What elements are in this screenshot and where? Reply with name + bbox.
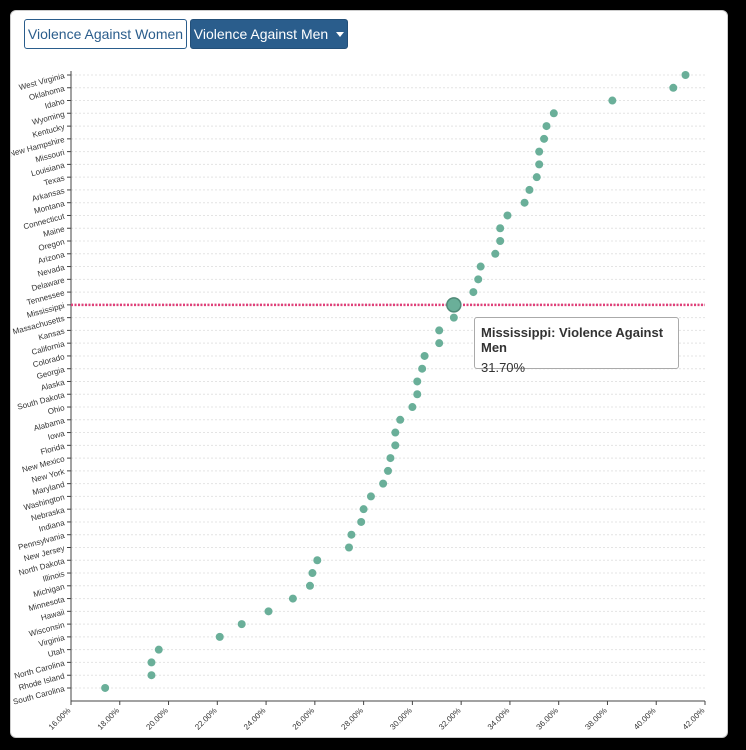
x-tick-label: 38.00% (583, 706, 609, 732)
point-georgia (418, 364, 427, 373)
violence-against-men-label: Violence Against Men (193, 26, 329, 42)
point-nebraska (359, 505, 368, 514)
point-missouri (535, 147, 544, 156)
point-new-mexico (386, 454, 395, 463)
x-tick-label: 30.00% (388, 706, 414, 732)
y-tick-label-utah: Utah (47, 646, 66, 659)
tooltip-value: 31.70% (481, 360, 526, 375)
y-tick-label-texas: Texas (43, 173, 66, 187)
point-alaska (413, 377, 422, 386)
caret-down-icon (336, 31, 345, 37)
x-tick-label: 36.00% (535, 706, 561, 732)
point-ohio (408, 403, 417, 412)
point-illinois (308, 569, 317, 578)
point-connecticut (503, 211, 512, 220)
point-indiana (357, 517, 366, 526)
x-tick-label: 34.00% (486, 706, 512, 732)
point-louisiana (535, 160, 544, 169)
point-south-dakota (413, 390, 422, 399)
point-oregon (496, 237, 505, 246)
chart-panel: Violence Against Women Violence Against … (10, 10, 728, 738)
point-wisconsin (237, 620, 246, 629)
violence-against-men-dropdown-button[interactable]: Violence Against Men (190, 19, 348, 49)
violence-against-women-button[interactable]: Violence Against Women (24, 19, 187, 49)
point-massachusetts (449, 313, 458, 322)
point-new-jersey (344, 543, 353, 552)
x-tick-label: 32.00% (437, 706, 463, 732)
point-mississippi (446, 297, 462, 313)
point-new-york (384, 466, 392, 475)
x-tick-label: 18.00% (96, 706, 122, 732)
point-nevada (476, 262, 485, 271)
y-tick-label-ohio: Ohio (47, 403, 66, 416)
point-california (435, 339, 444, 348)
point-north-dakota (313, 556, 322, 565)
point-wyoming (549, 109, 558, 118)
point-maine (496, 224, 505, 233)
point-delaware (474, 275, 483, 284)
violence-against-women-label: Violence Against Women (27, 26, 184, 42)
point-rhode-island (147, 671, 156, 680)
x-tick-label: 20.00% (144, 706, 170, 732)
dot-plot-chart: West VirginiaOklahomaIdahoWyomingKentuck… (11, 71, 707, 732)
point-maryland (379, 479, 388, 488)
y-tick-label-iowa: Iowa (47, 429, 66, 442)
x-tick-label: 24.00% (242, 706, 268, 732)
point-kentucky (542, 122, 551, 131)
point-alabama (396, 415, 405, 424)
point-south-carolina (101, 683, 110, 692)
point-pennsylvania (347, 530, 356, 539)
point-oklahoma (669, 83, 678, 92)
tooltip-title: Mississippi: Violence Against Men (481, 325, 664, 355)
y-tick-label-idaho: Idaho (44, 97, 66, 111)
point-texas (532, 173, 541, 182)
point-montana (520, 198, 529, 207)
point-washington (366, 492, 375, 501)
point-kansas (435, 326, 444, 335)
point-michigan (305, 581, 314, 590)
point-utah (154, 645, 163, 654)
point-new-hampshire (540, 134, 549, 143)
point-idaho (608, 96, 617, 105)
point-virginia (215, 632, 224, 641)
x-tick-label: 26.00% (291, 706, 317, 732)
point-hawaii (264, 607, 273, 616)
point-tennessee (469, 288, 478, 297)
point-iowa (391, 428, 400, 437)
x-tick-label: 40.00% (632, 706, 658, 732)
point-colorado (420, 351, 429, 360)
x-tick-label: 28.00% (339, 706, 365, 732)
point-arizona (491, 249, 500, 258)
point-west-virginia (681, 71, 690, 79)
point-minnesota (288, 594, 297, 603)
x-tick-label: 42.00% (681, 706, 707, 732)
point-north-carolina (147, 658, 156, 667)
x-tick-label: 16.00% (47, 706, 73, 732)
x-tick-label: 22.00% (193, 706, 219, 732)
point-arkansas (525, 185, 534, 194)
point-florida (391, 441, 400, 450)
tooltip: Mississippi: Violence Against Men 31.70% (474, 317, 679, 375)
